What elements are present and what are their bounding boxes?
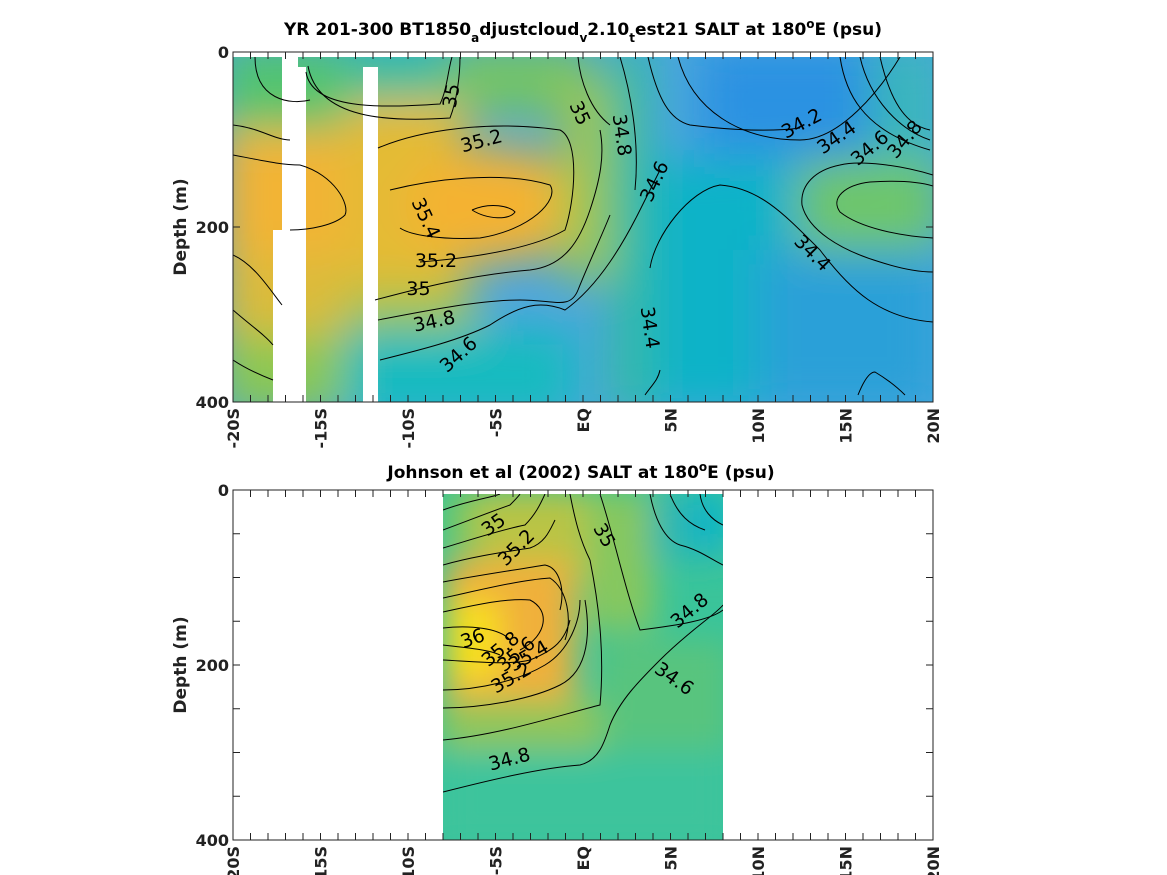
bottom-contour-lines	[443, 494, 723, 793]
top-xtick-label: -5S	[487, 408, 506, 437]
top-ylabel: Depth (m)	[171, 178, 191, 275]
top-ytick-0: 0	[218, 43, 229, 62]
top-xtick-label: -20S	[224, 408, 243, 448]
contour-label: 35	[439, 82, 465, 110]
top-x-ticklabels: -20S -15S -10S -5S EQ 5N 10N 15N 20N	[224, 408, 943, 448]
top-xtick-label: 15N	[837, 408, 856, 444]
top-y-ticks	[233, 51, 933, 403]
bottom-xtick-label: 5N	[662, 846, 681, 871]
bottom-ylabel: Depth (m)	[171, 616, 191, 713]
bottom-axes: 0 200 400 -20S -15S -10S -5S EQ 5N 10N 15N 20N	[196, 481, 943, 875]
top-ytick-200: 200	[196, 218, 229, 237]
contour-label: 35.2	[415, 250, 457, 272]
top-xtick-label: 20N	[924, 408, 943, 444]
bottom-y-ticks	[233, 489, 933, 841]
contour-label: 35	[406, 278, 430, 300]
bottom-ytick-0: 0	[218, 481, 229, 500]
top-x-minor-ticks	[232, 52, 934, 402]
top-xtick-label: -10S	[399, 408, 418, 448]
bottom-xtick-label: EQ	[574, 846, 593, 871]
bottom-ytick-200: 200	[196, 656, 229, 675]
bottom-title: Johnson et al (2002) SALT at 180oE (psu)	[386, 460, 774, 483]
top-panel: YR 201-300 BT1850adjustcloudv2.10test21 …	[171, 17, 943, 448]
top-axes: 0 200 400 -20S -15S -10S -5S EQ 5N 10N 15N 20N	[196, 43, 943, 448]
top-contour-lines	[233, 57, 933, 396]
bottom-xtick-label: -10S	[399, 846, 418, 875]
top-salinity-field	[233, 57, 933, 402]
bottom-salinity-field	[443, 494, 723, 840]
bottom-xtick-label: 20N	[924, 846, 943, 875]
bottom-xtick-label: 15N	[837, 846, 856, 875]
bottom-x-ticklabels: -20S -15S -10S -5S EQ 5N 10N 15N 20N	[224, 846, 943, 875]
bottom-ytick-400: 400	[196, 831, 229, 850]
top-xtick-label: EQ	[574, 408, 593, 433]
bottom-xtick-label: 10N	[749, 846, 768, 875]
top-xtick-label: 5N	[662, 408, 681, 433]
top-xtick-label: 10N	[749, 408, 768, 444]
bottom-xtick-label: -5S	[487, 846, 506, 875]
top-title: YR 201-300 BT1850adjustcloudv2.10test21 …	[283, 17, 882, 45]
top-xtick-label: -15S	[312, 408, 331, 448]
bottom-xtick-label: -20S	[224, 846, 243, 875]
bottom-panel: Johnson et al (2002) SALT at 180oE (psu)…	[171, 460, 943, 875]
bottom-xtick-label: -15S	[312, 846, 331, 875]
top-ytick-400: 400	[196, 393, 229, 412]
bottom-x-minor-ticks	[232, 490, 934, 840]
